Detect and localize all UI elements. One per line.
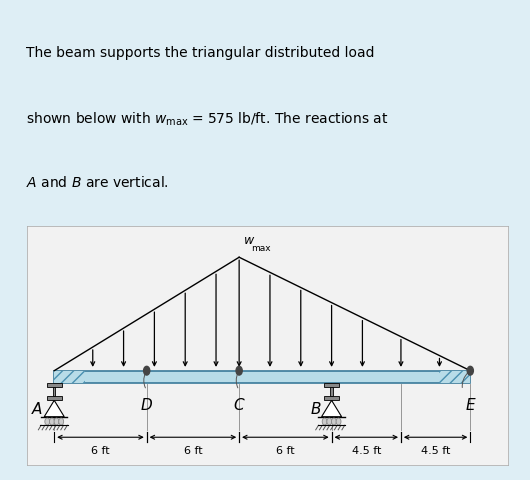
Circle shape: [467, 366, 473, 375]
Text: A: A: [32, 402, 42, 417]
Circle shape: [236, 366, 242, 375]
Bar: [54, 371, 470, 383]
Bar: [54, 371, 85, 383]
Text: E: E: [465, 398, 475, 413]
Circle shape: [336, 418, 341, 425]
Bar: [324, 396, 339, 400]
Text: B: B: [311, 402, 321, 417]
Text: shown below with $w_\mathregular{max}$ = 575 lb/ft. The reactions at: shown below with $w_\mathregular{max}$ =…: [26, 110, 389, 128]
Text: 6 ft: 6 ft: [183, 446, 202, 456]
Text: $A$ and $B$ are vertical.: $A$ and $B$ are vertical.: [26, 175, 170, 190]
Circle shape: [331, 418, 337, 425]
Text: D: D: [141, 398, 153, 413]
Text: C: C: [234, 398, 244, 413]
Polygon shape: [322, 400, 342, 417]
Circle shape: [59, 418, 64, 425]
Bar: [47, 383, 62, 386]
Text: 6 ft: 6 ft: [276, 446, 295, 456]
FancyBboxPatch shape: [26, 226, 509, 466]
Circle shape: [45, 418, 50, 425]
Text: 4.5 ft: 4.5 ft: [421, 446, 450, 456]
Text: 6 ft: 6 ft: [91, 446, 110, 456]
Bar: [330, 386, 333, 396]
Bar: [47, 396, 62, 400]
Circle shape: [327, 418, 332, 425]
Text: 4.5 ft: 4.5 ft: [351, 446, 381, 456]
Circle shape: [144, 366, 150, 375]
Circle shape: [49, 418, 55, 425]
Text: The beam supports the triangular distributed load: The beam supports the triangular distrib…: [26, 46, 375, 60]
Bar: [324, 383, 339, 386]
Bar: [53, 386, 56, 396]
Text: $w$: $w$: [243, 234, 255, 247]
Polygon shape: [44, 400, 64, 417]
Text: max: max: [251, 244, 270, 253]
Circle shape: [322, 418, 327, 425]
Bar: [439, 371, 470, 383]
Circle shape: [54, 418, 59, 425]
